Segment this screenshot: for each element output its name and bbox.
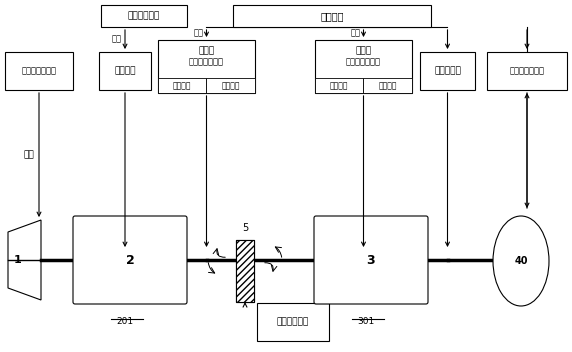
Bar [315, 78, 363, 93]
Bar [236, 240, 254, 302]
Text: 反重力控制模块: 反重力控制模块 [189, 57, 224, 67]
Text: 励磁单元: 励磁单元 [173, 81, 192, 90]
Text: 40: 40 [514, 256, 528, 266]
Bar [363, 78, 412, 93]
Text: 电动机: 电动机 [355, 46, 372, 56]
Bar [5, 52, 73, 90]
Text: 供电: 供电 [193, 29, 204, 38]
Bar [257, 303, 329, 341]
Text: 切换单元: 切换单元 [221, 81, 240, 90]
Bar [158, 40, 255, 93]
Text: 301: 301 [357, 318, 374, 327]
Bar [233, 5, 431, 27]
Text: 外部用电负荷: 外部用电负荷 [128, 12, 160, 20]
Bar [158, 78, 206, 93]
Text: 燃料: 燃料 [23, 151, 34, 159]
Text: 1: 1 [14, 255, 22, 265]
Text: 供电: 供电 [351, 29, 360, 38]
Bar [99, 52, 151, 90]
Text: 外部电源: 外部电源 [320, 11, 344, 21]
Bar [420, 52, 475, 90]
FancyBboxPatch shape [73, 216, 187, 304]
Bar [206, 78, 255, 93]
Bar [101, 5, 187, 27]
Text: 励磁单元: 励磁单元 [330, 81, 348, 90]
Bar [315, 40, 412, 93]
Text: 发电模块: 发电模块 [114, 67, 136, 75]
FancyBboxPatch shape [314, 216, 428, 304]
Text: 5: 5 [242, 223, 248, 233]
Text: 3: 3 [367, 253, 375, 266]
Text: 发电: 发电 [112, 34, 122, 44]
Text: 传动控制模块: 传动控制模块 [277, 318, 309, 327]
Text: 发电机: 发电机 [198, 46, 214, 56]
Bar [487, 52, 567, 90]
Text: 2: 2 [126, 253, 134, 266]
Text: 电动机模块: 电动机模块 [434, 67, 461, 75]
Text: 切换单元: 切换单元 [379, 81, 397, 90]
Text: 201: 201 [116, 318, 133, 327]
Ellipse shape [493, 216, 549, 306]
Bar [236, 240, 254, 302]
Text: 发动机控制模块: 发动机控制模块 [22, 67, 57, 75]
Text: 压缩机控制模块: 压缩机控制模块 [510, 67, 545, 75]
Text: 反重力控制模块: 反重力控制模块 [346, 57, 381, 67]
